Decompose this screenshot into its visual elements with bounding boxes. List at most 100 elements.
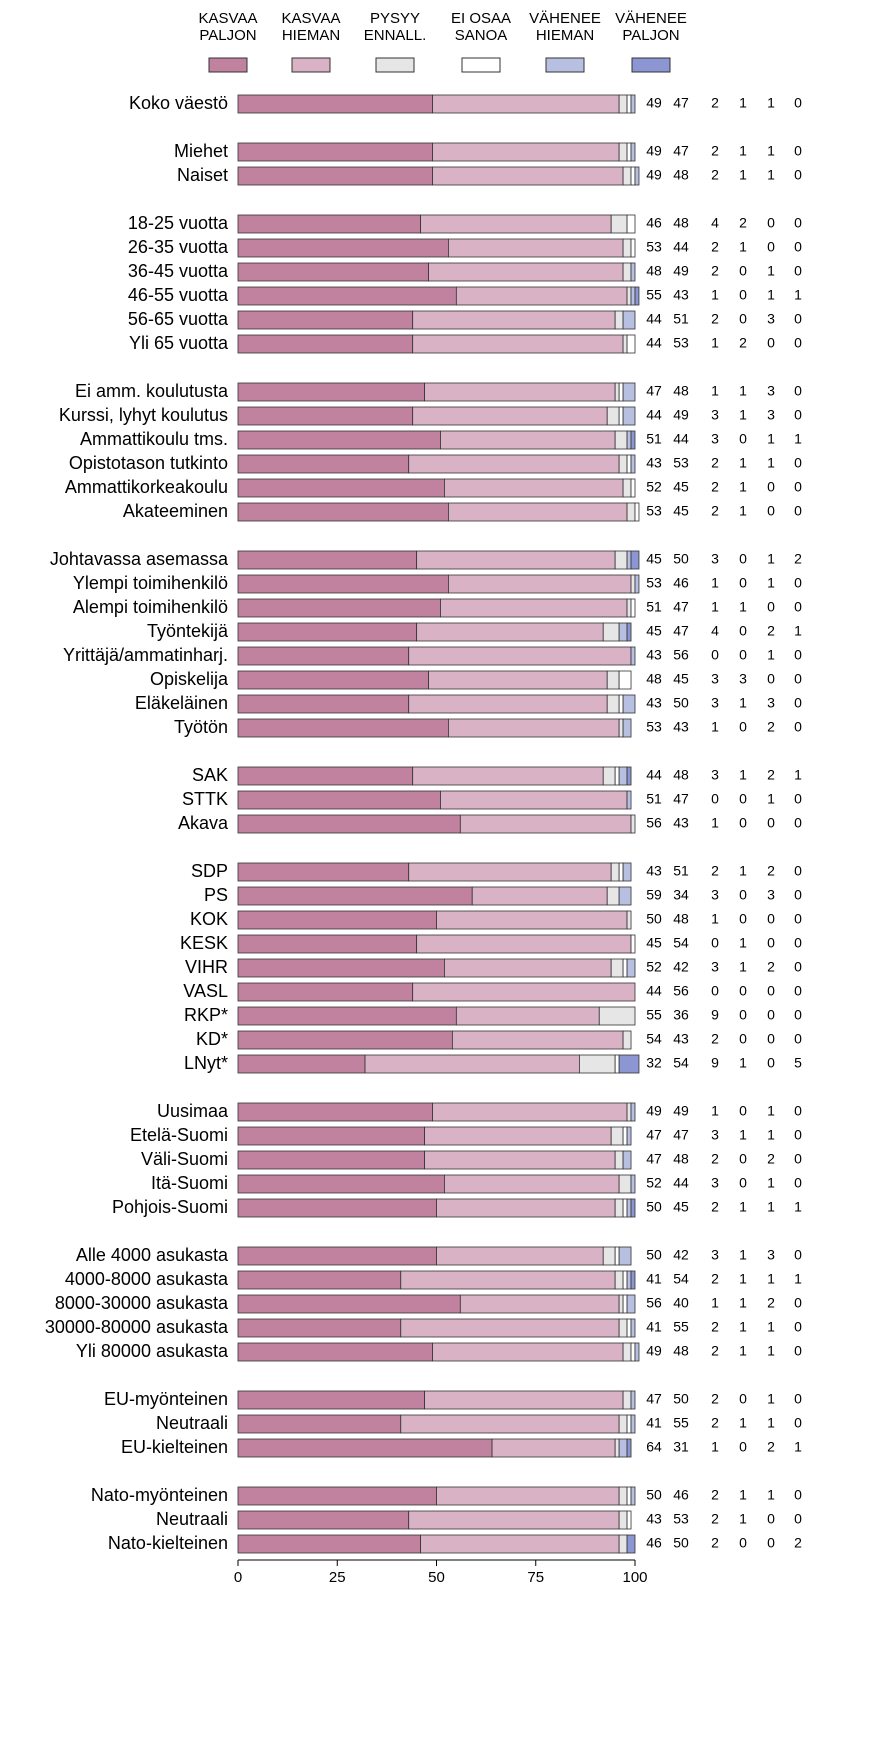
value-label: 50 [673,551,689,567]
bar-segment [237,1102,433,1122]
value-label: 0 [739,431,747,447]
category-label: Ei amm. koulutusta [75,381,229,401]
value-label: 43 [646,863,662,879]
bar-segment [412,310,616,330]
bar-segment [412,982,636,1002]
value-label: 0 [794,863,802,879]
bar-segment [237,1486,437,1506]
bar-segment [618,1438,628,1458]
value-label: 41 [646,1319,662,1335]
value-label: 0 [739,551,747,567]
value-label: 1 [767,431,775,447]
value-label: 50 [646,911,662,927]
category-label: 8000-30000 asukasta [55,1293,229,1313]
category-label: Uusimaa [157,1101,229,1121]
value-label: 1 [739,1487,747,1503]
value-label: 47 [673,791,689,807]
value-label: 47 [673,623,689,639]
bar-segment [606,886,620,906]
value-label: 1 [767,1487,775,1503]
value-label: 3 [711,887,719,903]
value-label: 9 [711,1055,719,1071]
bar-segment [424,1390,624,1410]
bar-segment [622,958,628,978]
value-label: 1 [767,551,775,567]
bar-segment [448,574,632,594]
value-label: 1 [711,1103,719,1119]
bar-segment [622,1294,628,1314]
bar-segment [237,958,445,978]
bar-segment [630,166,636,186]
bar-segment [610,214,628,234]
value-label: 1 [711,1295,719,1311]
bar-segment [626,910,632,930]
bar-segment [630,94,636,114]
value-label: 45 [673,671,689,687]
value-label: 0 [794,911,802,927]
value-label: 3 [711,1175,719,1191]
bar-segment [408,646,632,666]
value-label: 48 [673,383,689,399]
value-label: 0 [794,1391,802,1407]
value-label: 0 [794,1175,802,1191]
x-tick-label: 75 [527,1569,544,1586]
value-label: 1 [767,263,775,279]
bar-segment [420,214,612,234]
value-label: 43 [646,455,662,471]
value-label: 46 [646,1535,662,1551]
bar-segment [436,1198,616,1218]
bar-segment [630,1486,636,1506]
value-label: 0 [794,887,802,903]
value-label: 44 [646,983,662,999]
value-label: 1 [767,575,775,591]
category-label: Työntekijä [147,621,229,641]
category-label: Kurssi, lyhyt koulutus [59,405,228,425]
value-label: 47 [673,95,689,111]
bar-segment [424,382,616,402]
value-label: 2 [767,623,775,639]
value-label: 0 [767,215,775,231]
bar-segment [618,1294,624,1314]
bar-segment [602,766,616,786]
value-label: 1 [739,503,747,519]
value-label: 0 [739,263,747,279]
value-label: 50 [646,1487,662,1503]
value-label: 2 [794,1535,802,1551]
bar-segment [400,1414,620,1434]
value-label: 55 [646,287,662,303]
value-label: 3 [767,1247,775,1263]
bar-segment [459,1294,620,1314]
value-label: 47 [646,1391,662,1407]
bar-segment [630,142,636,162]
value-label: 0 [767,935,775,951]
value-label: 1 [739,695,747,711]
bar-segment [579,1054,616,1074]
value-label: 0 [739,815,747,831]
value-label: 44 [646,311,662,327]
bar-segment [448,718,620,738]
bar-segment [618,382,624,402]
value-label: 0 [794,1103,802,1119]
category-label: Alle 4000 asukasta [76,1245,229,1265]
value-label: 1 [767,143,775,159]
bar-segment [602,1246,616,1266]
value-label: 47 [673,599,689,615]
bar-segment [432,166,624,186]
category-label: KOK [190,909,228,929]
bar-segment [444,958,612,978]
bar-segment [630,574,636,594]
value-label: 45 [646,551,662,567]
value-label: 2 [711,95,719,111]
bar-segment [237,574,449,594]
value-label: 0 [794,671,802,687]
value-label: 43 [673,815,689,831]
value-label: 36 [673,1007,689,1023]
bar-segment [237,910,437,930]
value-label: 3 [711,695,719,711]
value-label: 2 [767,863,775,879]
value-label: 5 [794,1055,802,1071]
bar-segment [618,1510,628,1530]
value-label: 46 [673,1487,689,1503]
value-label: 1 [767,167,775,183]
bar-segment [237,622,418,642]
